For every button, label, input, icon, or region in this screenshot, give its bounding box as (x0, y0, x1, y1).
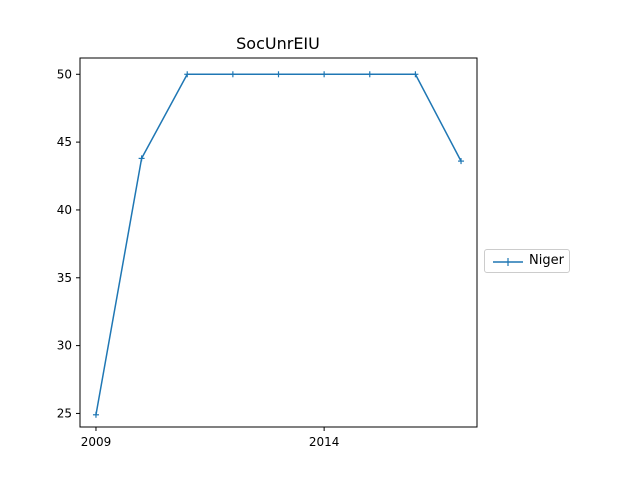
legend-swatch (493, 258, 523, 266)
plot-frame (79, 57, 478, 428)
y-tick-label: 25 (57, 406, 72, 420)
data-point (92, 411, 99, 418)
data-point (275, 71, 282, 78)
y-tick-label: 30 (57, 339, 72, 353)
data-point (412, 71, 419, 78)
x-axis: 2009 2014 (81, 427, 340, 449)
legend: Niger (484, 249, 570, 273)
series-layer (92, 71, 465, 418)
data-point (229, 71, 236, 78)
legend-label-niger: Niger (529, 253, 564, 268)
data-point (321, 71, 328, 78)
y-tick-label: 35 (57, 271, 72, 285)
data-point (138, 155, 145, 162)
y-axis: 25 30 35 40 45 50 (57, 67, 80, 420)
data-point (366, 71, 373, 78)
x-tick-label: 2014 (309, 435, 340, 449)
y-tick-label: 40 (57, 203, 72, 217)
x-tick-label: 2009 (81, 435, 112, 449)
series-line-niger (95, 73, 462, 415)
y-tick-label: 45 (57, 135, 72, 149)
data-point (458, 158, 465, 165)
chart-title: SocUnrEIU (236, 34, 320, 53)
y-tick-label: 50 (57, 67, 72, 81)
data-point (184, 71, 191, 78)
